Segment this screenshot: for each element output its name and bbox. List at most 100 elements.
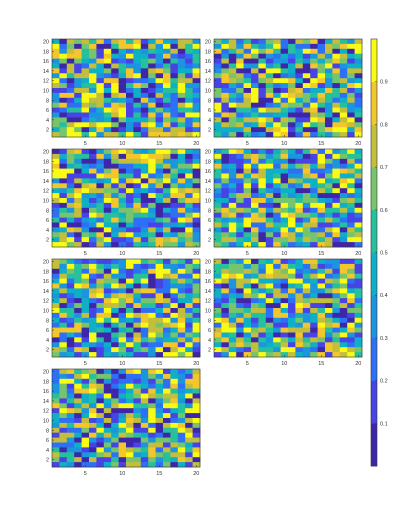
heatmap-cell xyxy=(332,259,341,265)
heatmap-cell xyxy=(52,163,60,169)
heatmap-cell xyxy=(325,193,333,199)
heatmap-cell xyxy=(74,212,82,218)
heatmap-cell xyxy=(288,293,296,299)
heatmap-cell xyxy=(59,303,68,309)
heatmap-cell xyxy=(111,83,119,89)
heatmap-cell xyxy=(59,352,68,358)
heatmap-cell xyxy=(192,462,201,468)
heatmap-cell xyxy=(140,68,149,74)
heatmap-cell xyxy=(192,342,201,348)
heatmap-cell xyxy=(258,78,267,84)
heatmap-cell xyxy=(295,263,304,270)
heatmap-cell xyxy=(325,227,333,233)
heatmap-cell xyxy=(265,73,274,79)
heatmap-cell xyxy=(265,317,274,324)
heatmap-cell xyxy=(177,393,186,399)
heatmap-cell xyxy=(111,217,119,223)
heatmap-cell xyxy=(133,347,142,353)
heatmap-cell xyxy=(74,163,82,169)
heatmap-cell xyxy=(140,413,149,419)
heatmap-cell xyxy=(192,298,201,304)
heatmap-cell xyxy=(295,303,304,309)
heatmap-cell xyxy=(133,188,142,194)
heatmap-cell xyxy=(89,232,97,238)
heatmap-cell xyxy=(302,127,311,133)
heatmap-cell xyxy=(52,88,60,94)
heatmap-cell xyxy=(89,369,97,375)
heatmap-cell xyxy=(185,237,193,243)
heatmap-cell xyxy=(118,278,127,284)
heatmap-cell xyxy=(163,112,171,118)
heatmap-cell xyxy=(59,403,68,409)
heatmap-cell xyxy=(280,112,289,118)
heatmap-cell xyxy=(74,117,82,123)
colorbar-segment xyxy=(371,39,377,83)
heatmap-cell xyxy=(265,88,274,94)
heatmap-cell xyxy=(310,153,318,160)
heatmap-cell xyxy=(273,237,281,243)
heatmap-cell xyxy=(236,322,244,328)
heatmap-cell xyxy=(251,58,259,64)
heatmap-cell xyxy=(170,127,179,133)
heatmap-cell xyxy=(96,303,105,309)
heatmap-cell xyxy=(214,48,222,55)
heatmap-cell xyxy=(126,53,134,59)
heatmap-cell xyxy=(163,447,171,453)
heatmap-cell xyxy=(118,427,127,434)
heatmap-cell xyxy=(354,117,363,123)
heatmap-cell xyxy=(170,207,179,214)
heatmap-cell xyxy=(81,53,90,59)
heatmap-cell xyxy=(243,39,252,45)
heatmap-cell xyxy=(332,132,341,138)
heatmap-cell xyxy=(228,173,237,179)
heatmap-cell xyxy=(332,237,341,243)
heatmap-cell xyxy=(317,217,326,223)
heatmap-cell xyxy=(280,48,289,55)
heatmap-cell xyxy=(228,92,237,99)
heatmap-cell xyxy=(243,83,252,89)
heatmap-cell xyxy=(81,127,90,133)
heatmap-cell xyxy=(243,178,252,184)
heatmap-cell xyxy=(126,92,134,99)
heatmap-cell xyxy=(325,232,333,238)
heatmap-cell xyxy=(111,437,119,443)
heatmap-cell xyxy=(103,342,112,348)
heatmap-cell xyxy=(118,263,127,270)
heatmap-cell xyxy=(310,178,318,184)
heatmap-cell xyxy=(302,92,311,99)
heatmap-cell xyxy=(96,58,105,64)
heatmap-cell xyxy=(288,168,296,174)
heatmap-cell xyxy=(155,347,164,353)
heatmap-cell xyxy=(258,202,267,209)
heatmap-cell xyxy=(81,418,90,424)
heatmap-cell xyxy=(111,158,119,165)
heatmap-cell xyxy=(302,158,311,165)
heatmap-cell xyxy=(354,153,363,160)
heatmap-cell xyxy=(140,97,149,104)
heatmap-cell xyxy=(66,393,75,399)
heatmap-cell xyxy=(354,88,363,94)
heatmap-cell xyxy=(118,48,127,55)
heatmap-cell xyxy=(96,112,105,118)
heatmap-cell xyxy=(52,342,60,348)
heatmap-cell xyxy=(185,342,193,348)
heatmap-cell xyxy=(265,117,274,123)
heatmap-cell xyxy=(59,158,68,165)
heatmap-cell xyxy=(118,97,127,104)
heatmap-cell xyxy=(52,447,60,453)
heatmap-cell xyxy=(59,413,68,419)
heatmap-cell xyxy=(66,327,75,333)
heatmap-cell xyxy=(133,78,142,84)
heatmap-cell xyxy=(89,102,97,108)
heatmap-cell xyxy=(148,442,156,448)
heatmap-cell xyxy=(214,212,222,218)
y-tick-label: 10 xyxy=(205,308,211,314)
heatmap-cell xyxy=(177,268,186,275)
heatmap-cell xyxy=(111,122,119,128)
heatmap-cell xyxy=(66,102,75,108)
heatmap-cell xyxy=(228,153,237,160)
heatmap-cell xyxy=(155,48,164,55)
heatmap-cell xyxy=(265,227,274,233)
heatmap-cell xyxy=(317,48,326,55)
heatmap-cell xyxy=(118,273,127,279)
